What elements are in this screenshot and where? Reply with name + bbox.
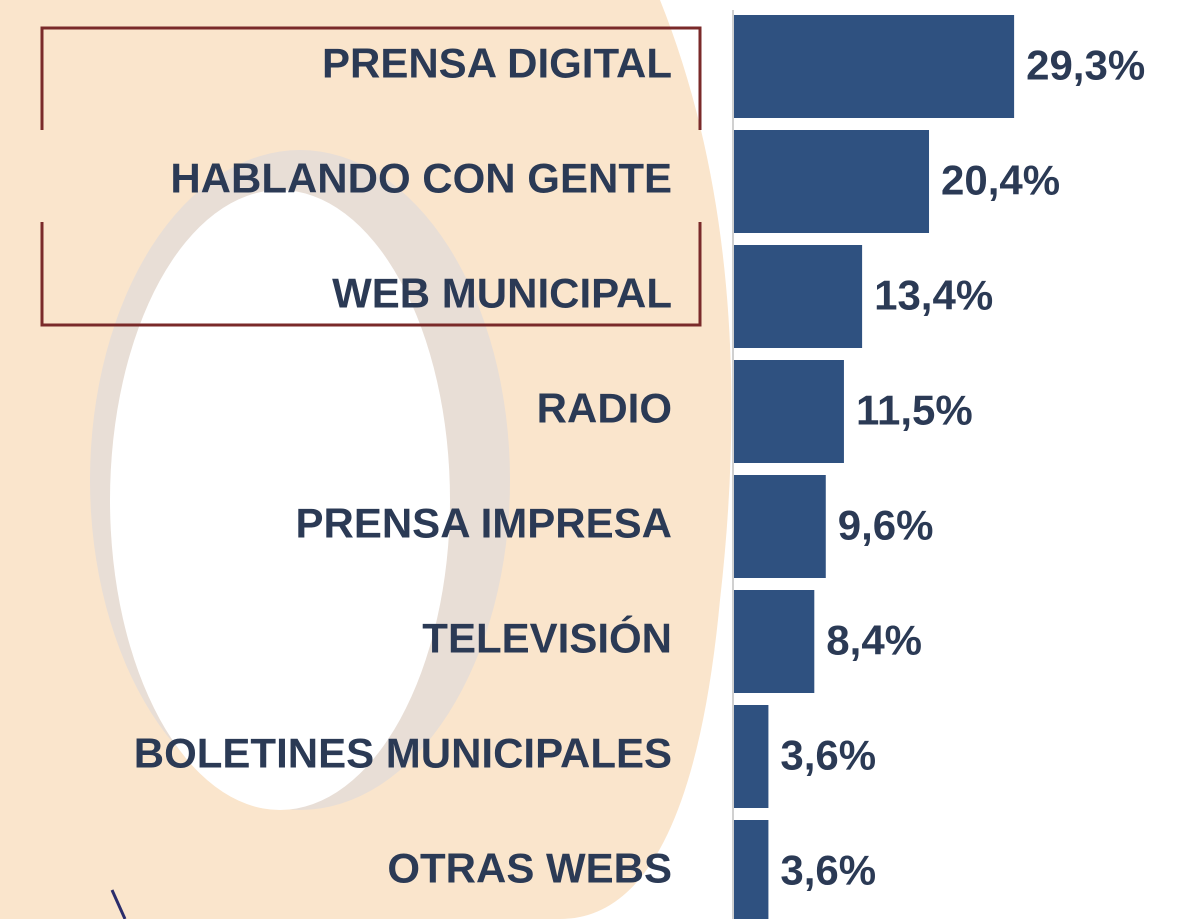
background-decoration [0,0,731,919]
category-label: PRENSA IMPRESA [295,500,672,547]
category-label: HABLANDO CON GENTE [170,155,672,202]
category-label: PRENSA DIGITAL [322,40,672,87]
chart: PRENSA DIGITAL 29,3% HABLANDO CON GENTE 20,… [0,0,1187,919]
bar [734,360,844,463]
value-label: 13,4% [874,272,993,319]
category-label: WEB MUNICIPAL [332,270,672,317]
value-label: 29,3% [1026,42,1145,89]
value-label: 11,5% [856,387,973,434]
bar [734,15,1014,118]
bar [734,590,814,693]
category-label: OTRAS WEBS [387,845,672,892]
value-label: 9,6% [838,502,934,549]
category-label: RADIO [537,385,672,432]
category-label: BOLETINES MUNICIPALES [134,730,672,777]
value-label: 3,6% [780,847,876,894]
bar [734,245,862,348]
bar [734,475,826,578]
bar [734,130,929,233]
value-label: 3,6% [780,732,876,779]
category-label: TELEVISIÓN [422,614,672,662]
value-label: 20,4% [941,157,1060,204]
bar [734,705,768,808]
bar [734,820,768,919]
value-label: 8,4% [826,617,922,664]
